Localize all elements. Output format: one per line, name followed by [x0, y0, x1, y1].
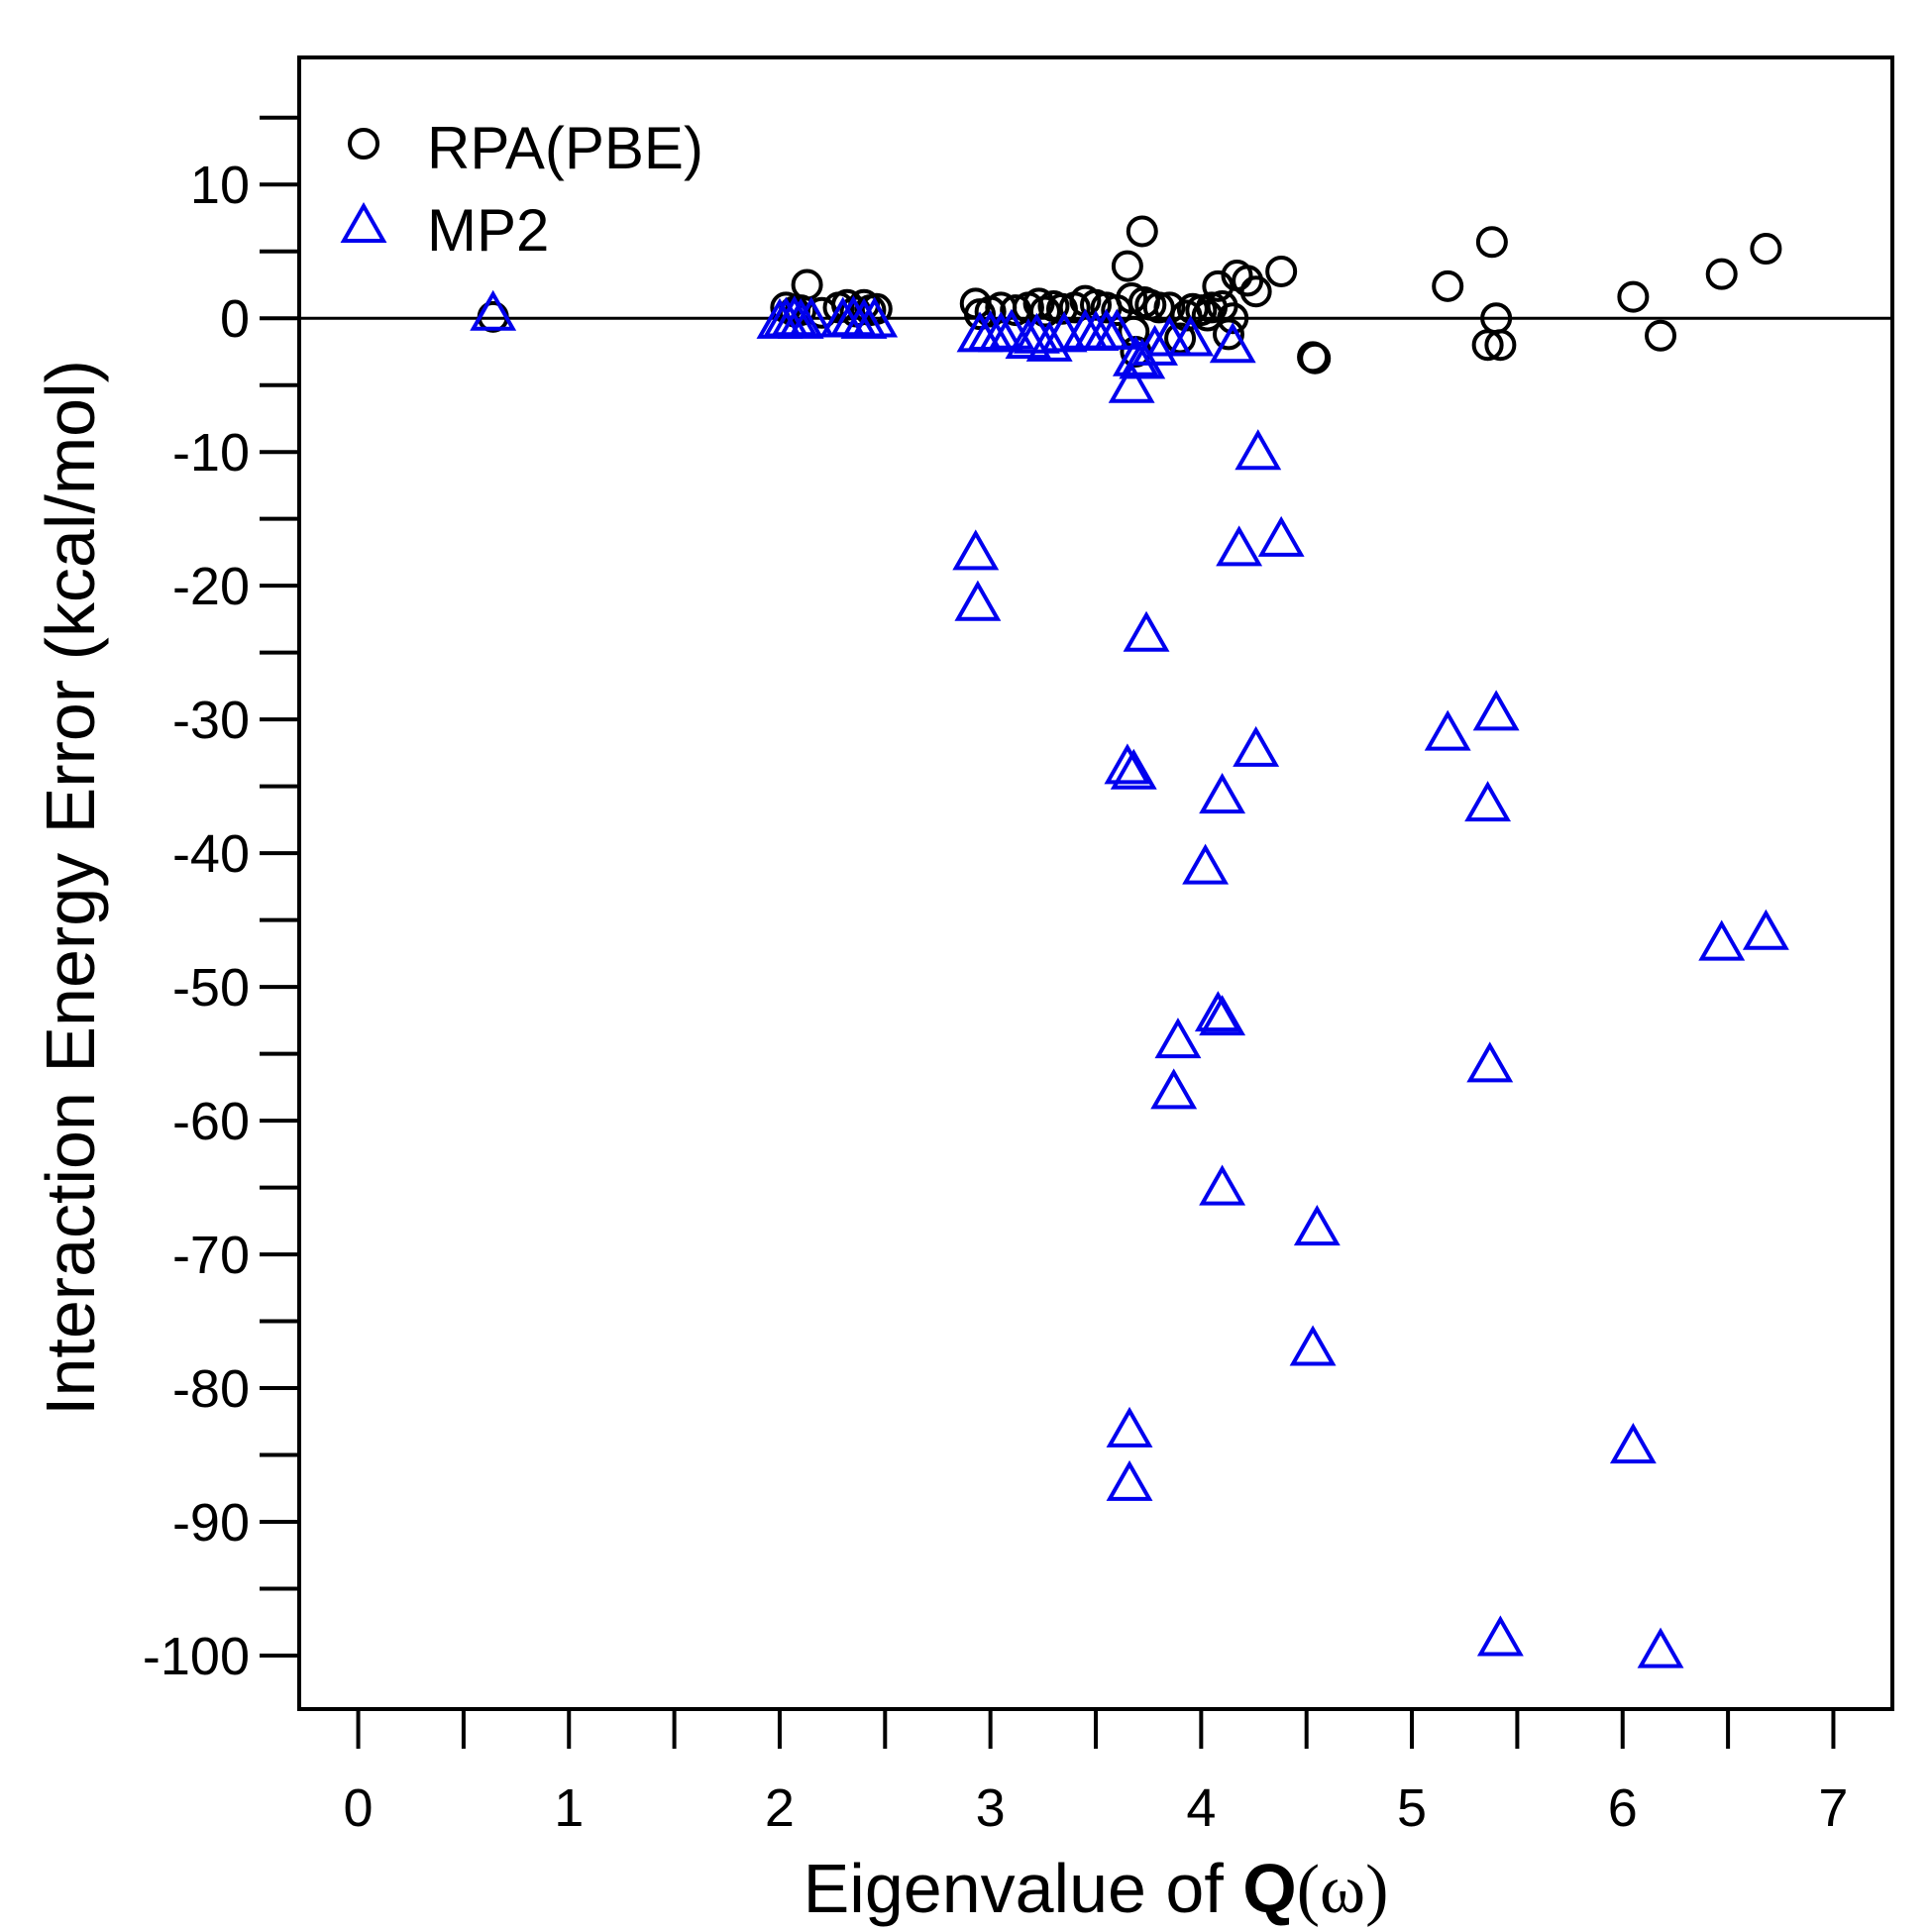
y-tick-label: -100: [143, 1627, 250, 1686]
mp2-point: [1154, 1018, 1202, 1059]
x-tick-label: 6: [1608, 1778, 1638, 1838]
mp2-point: [1199, 773, 1246, 814]
rpa-point: [1484, 329, 1517, 362]
x-tick-label: 4: [1186, 1778, 1216, 1838]
mp2-point: [1199, 995, 1246, 1036]
mp2-point: [1106, 1459, 1153, 1501]
y-tick-label: -30: [172, 691, 250, 750]
mp2-point: [1119, 338, 1166, 379]
rpa-point: [1432, 269, 1464, 302]
mp2-point: [1150, 1068, 1198, 1110]
y-axis-title: Interaction Energy Error (kcal/mol): [32, 360, 109, 1416]
mp2-point: [1234, 429, 1282, 471]
mp2-point: [1182, 843, 1230, 885]
series-triangle: [470, 289, 1789, 1668]
y-tick-label: -10: [172, 423, 250, 483]
y-tick-label: 0: [220, 289, 250, 349]
rpa-point: [1299, 342, 1332, 375]
mp2-point: [988, 308, 1035, 350]
mp2-point: [1466, 1041, 1514, 1083]
mp2-point: [1110, 748, 1157, 790]
mp2-point: [1131, 324, 1179, 366]
rpa-point: [1213, 318, 1244, 351]
rpa-point: [1750, 233, 1782, 266]
mp2-point: [1108, 362, 1155, 403]
x-axis-title-prefix: Eigenvalue of: [804, 1850, 1243, 1927]
rpa-point: [1202, 269, 1234, 302]
rpa-point: [1705, 258, 1738, 290]
mp2-point: [1123, 610, 1170, 652]
mp2-point: [470, 289, 517, 331]
x-axis-title-bold: Q: [1242, 1850, 1296, 1927]
mp2-point: [1424, 709, 1471, 751]
mp2-point: [1293, 1205, 1341, 1246]
mp2-point: [1106, 1406, 1153, 1448]
y-tick-label: -70: [172, 1226, 250, 1285]
mp2-point: [1093, 308, 1140, 350]
mp2-point: [1209, 322, 1256, 364]
mp2-point: [952, 529, 1000, 571]
rpa-point: [1217, 302, 1249, 335]
y-axis: 10 0 -10 -20 -30 -40 -50 -60 -70 -80 -90 -100: [143, 115, 299, 1686]
y-tick-label: -40: [172, 824, 250, 884]
rpa-point: [1475, 226, 1508, 259]
rpa-point: [1617, 280, 1650, 313]
rpa-point: [1116, 281, 1148, 314]
x-axis: 0 1 2 3 4 5 6 7: [344, 1709, 1848, 1838]
legend-label-rpa: RPA(PBE): [427, 115, 703, 181]
x-tick-label: 2: [765, 1778, 795, 1838]
mp2-point: [1233, 725, 1280, 767]
mp2-point: [1289, 1325, 1337, 1366]
legend: RPA(PBE) MP2: [340, 115, 703, 264]
legend-label-mp2: MP2: [427, 197, 549, 264]
rpa-point: [1111, 250, 1143, 282]
mp2-point: [1025, 320, 1073, 362]
mp2-point: [1698, 919, 1746, 961]
mp2-point: [1013, 312, 1060, 354]
mp2-point: [1167, 315, 1215, 357]
rpa-point: [1265, 255, 1298, 287]
y-tick-label: -80: [172, 1359, 250, 1419]
mp2-point: [1742, 909, 1789, 950]
mp2-point: [1637, 1627, 1684, 1668]
mp2-point: [977, 311, 1024, 353]
x-axis-title-suffix: (ω): [1297, 1852, 1389, 1928]
mp2-point: [1199, 1164, 1246, 1206]
mp2-point: [1476, 1615, 1524, 1657]
mp2-point: [788, 296, 835, 338]
mp2-point: [1464, 781, 1512, 822]
mp2-point: [1005, 318, 1052, 360]
legend-circle-marker: [348, 128, 379, 160]
mp2-point: [1216, 525, 1263, 567]
rpa-point: [1126, 215, 1158, 248]
x-tick-label: 0: [344, 1778, 374, 1838]
rpa-point: [791, 268, 823, 301]
rpa-point: [1645, 319, 1677, 352]
y-tick-label: 10: [190, 156, 250, 215]
mp2-point: [1609, 1423, 1657, 1464]
mp2-point: [1112, 335, 1159, 376]
x-tick-label: 7: [1818, 1778, 1848, 1838]
mp2-point: [1104, 743, 1151, 785]
x-axis-title: Eigenvalue of Q(ω): [804, 1850, 1389, 1928]
legend-triangle-marker: [340, 201, 387, 243]
y-tick-label: -20: [172, 557, 250, 616]
y-tick-label: -60: [172, 1092, 250, 1151]
y-tick-label: -50: [172, 958, 250, 1018]
mp2-point: [851, 296, 899, 338]
x-tick-label: 3: [976, 1778, 1006, 1838]
x-tick-label: 1: [554, 1778, 584, 1838]
mp2-point: [1257, 515, 1305, 557]
x-tick-label: 5: [1397, 1778, 1427, 1838]
rpa-point: [1239, 275, 1272, 308]
mp2-point: [954, 580, 1002, 621]
data-points: [470, 215, 1789, 1668]
mp2-point: [1472, 690, 1520, 731]
y-tick-label: -90: [172, 1493, 250, 1553]
